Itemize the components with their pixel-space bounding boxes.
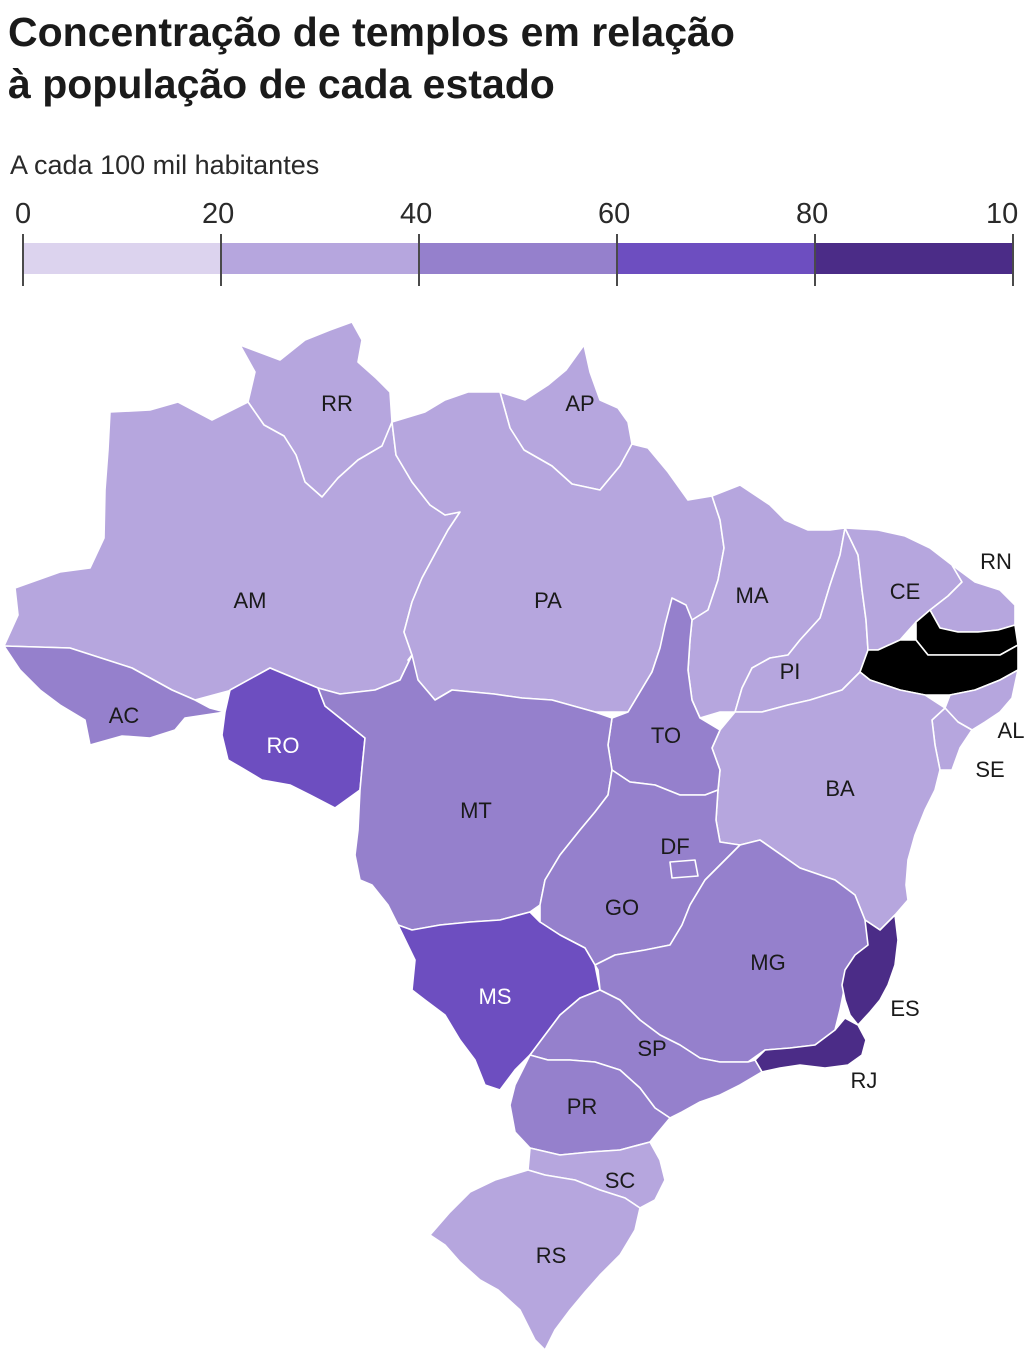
- label-RJ: RJ: [851, 1068, 878, 1093]
- legend-tick-label-0: 0: [15, 198, 32, 230]
- label-TO: TO: [651, 723, 681, 748]
- label-MG: MG: [750, 950, 785, 975]
- legend-tick-mark-100: [1012, 234, 1014, 286]
- legend-tick-label-20: 20: [202, 198, 235, 230]
- label-AP: AP: [565, 391, 594, 416]
- legend-bin-80-100: [815, 243, 1013, 274]
- label-RS: RS: [536, 1243, 567, 1268]
- label-BA: BA: [825, 776, 855, 801]
- legend-subtitle: A cada 100 mil habitantes: [10, 150, 320, 180]
- label-RN: RN: [980, 549, 1012, 574]
- label-DF: DF: [660, 834, 689, 859]
- state-AC[interactable]: [3, 645, 226, 746]
- legend-tick-label-80: 80: [796, 198, 829, 230]
- label-PR: PR: [567, 1094, 598, 1119]
- title-line-2: à população de cada estado: [8, 61, 555, 107]
- label-PI: PI: [780, 659, 801, 684]
- label-GO: GO: [605, 895, 639, 920]
- legend-bin-40-60: [419, 243, 617, 274]
- label-SC: SC: [605, 1168, 636, 1193]
- legend-bin-20-40: [221, 243, 419, 274]
- legend-tick-label-100: 10: [986, 198, 1019, 230]
- label-AM: AM: [234, 588, 267, 613]
- state-DF[interactable]: [669, 859, 699, 879]
- legend-tick-label-60: 60: [598, 198, 631, 230]
- state-ES[interactable]: [841, 914, 899, 1026]
- state-PR[interactable]: [509, 1054, 671, 1156]
- state-RJ[interactable]: [754, 1017, 867, 1073]
- legend-tick-mark-0: [22, 234, 24, 286]
- legend-tick-mark-40: [418, 234, 420, 286]
- label-MS: MS: [479, 984, 512, 1009]
- state-RS[interactable]: [429, 1169, 641, 1351]
- label-AC: AC: [109, 703, 140, 728]
- label-RR: RR: [321, 391, 353, 416]
- legend-tick-mark-20: [220, 234, 222, 286]
- label-MT: MT: [460, 798, 492, 823]
- label-PA: PA: [534, 588, 562, 613]
- state-labels: RR AP AM PA MA CE RN PI AC RO TO AL SE B…: [109, 391, 1024, 1268]
- legend-bin-0-20: [23, 243, 221, 274]
- label-CE: CE: [890, 579, 921, 604]
- legend-bin-60-80: [617, 243, 815, 274]
- chart-title: Concentração de templos em relação à pop…: [8, 6, 1008, 110]
- legend-tick-label-40: 40: [400, 198, 433, 230]
- label-ES: ES: [890, 996, 919, 1021]
- legend-tick-mark-80: [814, 234, 816, 286]
- label-SE: SE: [975, 757, 1004, 782]
- label-AL: AL: [998, 718, 1024, 743]
- label-MA: MA: [736, 583, 769, 608]
- legend-tick-mark-60: [616, 234, 618, 286]
- title-line-1: Concentração de templos em relação: [8, 9, 735, 55]
- label-SP: SP: [637, 1036, 666, 1061]
- label-RO: RO: [267, 733, 300, 758]
